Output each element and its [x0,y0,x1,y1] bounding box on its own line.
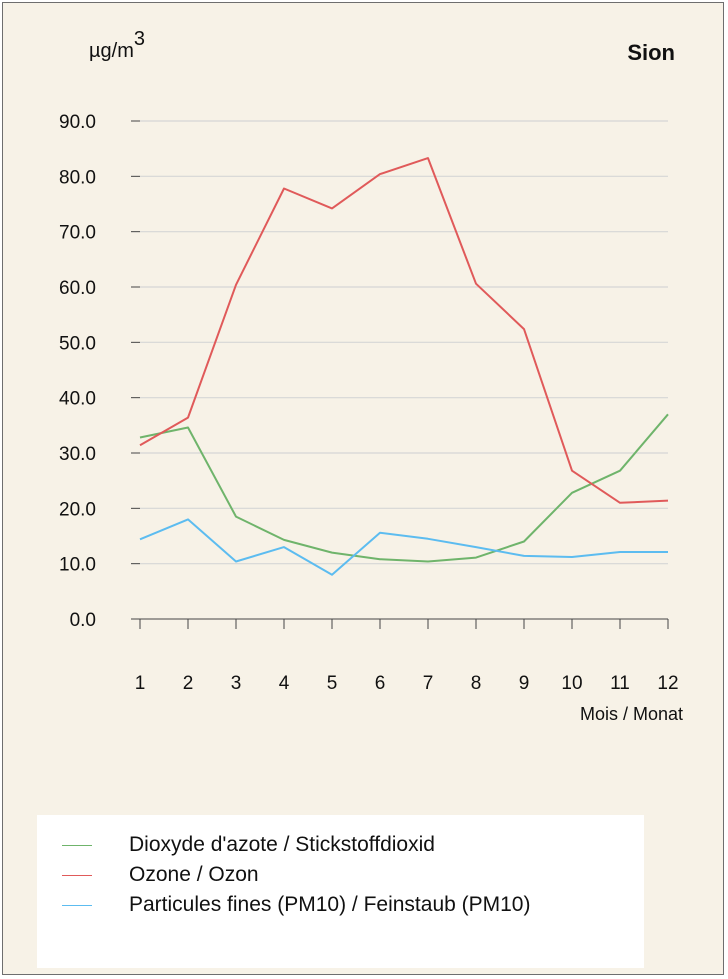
y-tick-label: 90.0 [59,112,96,133]
legend-label: Particules fines (PM10) / Feinstaub (PM1… [129,893,531,916]
y-tick-label: 80.0 [59,167,96,188]
legend-swatch [62,845,92,846]
x-tick-label: 12 [657,673,678,694]
y-tick-label: 40.0 [59,389,96,410]
series-lines [139,157,669,576]
y-tick-label: 30.0 [59,444,96,465]
grid-lines [140,120,668,565]
y-tick-label: 70.0 [59,223,96,244]
x-tick-label: 10 [561,673,582,694]
y-axis-unit: µg/m3 [89,28,145,63]
y-tick-label: 10.0 [59,555,96,576]
legend: Dioxyde d'azote / Stickstoffdioxid Ozone … [37,815,644,968]
x-tick-label: 6 [375,673,386,694]
series-line-1 [139,157,669,504]
y-tick-label: 20.0 [59,499,96,520]
x-tick-label: 3 [231,673,242,694]
y-tick-label: 60.0 [59,278,96,299]
legend-item: Particules fines (PM10) / Feinstaub (PM1… [37,891,644,921]
unit-power: 3 [133,28,145,50]
x-tick-label: 8 [471,673,482,694]
x-tick-label: 11 [610,673,630,694]
y-tick-labels: 0.0 10.0 20.0 30.0 40.0 50.0 60.0 70.0 80.0 90.0 [59,112,96,631]
unit-label: µg/m [89,40,134,62]
x-tick-label: 2 [183,673,194,694]
legend-label: Ozone / Ozon [129,863,259,886]
legend-label: Dioxyde d'azote / Stickstoffdioxid [129,833,435,856]
y-tick-label: 50.0 [59,333,96,354]
x-axis-label: Mois / Monat [579,704,683,724]
x-tick-label: 4 [279,673,290,694]
x-tick-label: 1 [135,673,146,694]
x-tick-label: 7 [423,673,434,694]
y-tick-label: 0.0 [70,610,96,631]
x-tick-labels: 1 2 3 4 5 6 7 8 9 10 11 12 [135,673,679,694]
legend-swatch [62,905,92,906]
x-tick-label: 9 [519,673,530,694]
legend-item: Ozone / Ozon [37,861,644,891]
legend-item: Dioxyde d'azote / Stickstoffdioxid [37,831,644,861]
series-line-0 [139,413,669,563]
series-line-2 [139,518,668,576]
legend-swatch [62,875,92,876]
x-tick-label: 5 [327,673,338,694]
axes [131,120,669,629]
station-title: Sion [627,40,675,65]
